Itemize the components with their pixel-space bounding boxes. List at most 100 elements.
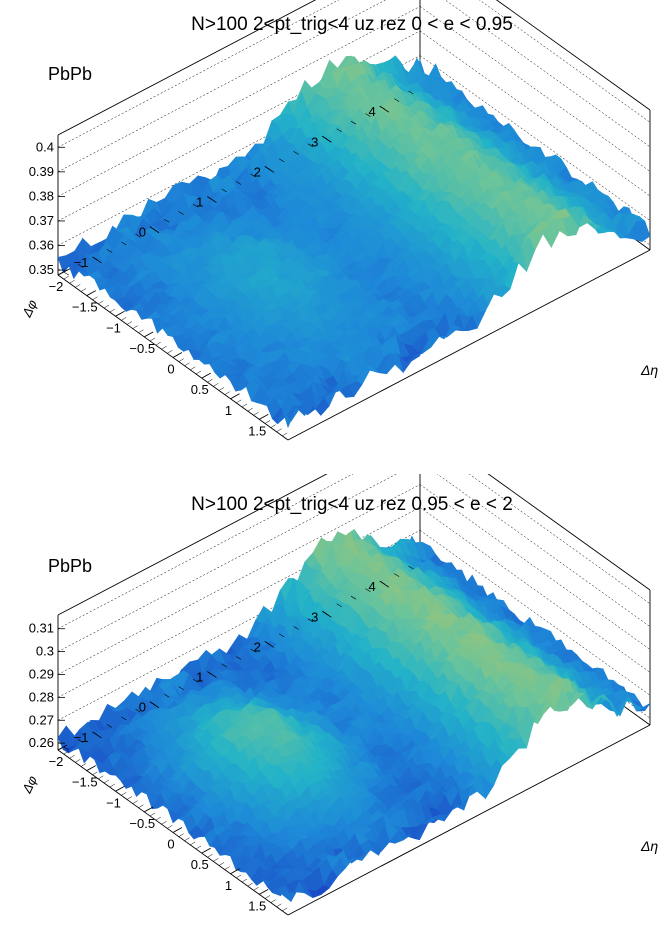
x-minor-tick <box>161 346 167 350</box>
x-minor-tick <box>264 895 271 899</box>
y-minor-tick <box>135 234 141 238</box>
y-minor-tick <box>350 120 357 125</box>
x-tick-label: −2 <box>49 279 64 294</box>
frame-edge <box>57 474 328 616</box>
z-tick-label: 0.36 <box>29 238 54 253</box>
x-minor-tick <box>201 849 207 854</box>
x-minor-tick <box>195 845 202 850</box>
x-tick-label: −2 <box>49 754 64 769</box>
y-minor-tick <box>235 181 242 185</box>
y-minor-tick <box>92 256 98 261</box>
x-minor-tick <box>276 903 282 907</box>
x-tick-label: −1 <box>106 795 121 810</box>
y-minor-tick <box>365 588 371 592</box>
x-minor-tick <box>224 391 230 395</box>
collision-label: PbPb <box>48 64 92 84</box>
grid-line <box>57 30 421 222</box>
y-minor-tick <box>336 603 342 607</box>
x-minor-tick <box>86 292 92 296</box>
x-minor-tick <box>155 341 161 346</box>
grid-line <box>419 484 651 650</box>
x-minor-tick <box>230 870 236 874</box>
x-minor-tick <box>247 882 253 887</box>
y-minor-tick <box>264 641 271 645</box>
x-minor-tick <box>92 771 98 775</box>
x-minor-tick <box>149 812 156 817</box>
x-minor-tick <box>126 321 133 325</box>
grid-line <box>479 0 651 123</box>
y-minor-tick <box>178 686 184 690</box>
grid-line <box>57 484 421 675</box>
y-tick-label: 0 <box>139 225 146 240</box>
y-minor-tick <box>336 128 342 132</box>
grid-line <box>419 6 651 172</box>
y-tick-label: −1 <box>74 255 89 270</box>
x-minor-tick <box>132 325 138 329</box>
x-minor-tick <box>115 788 121 792</box>
x-minor-tick <box>178 833 184 837</box>
y-minor-tick <box>235 656 242 660</box>
y-minor-tick <box>121 716 127 721</box>
y-minor-tick <box>207 671 213 675</box>
x-minor-tick <box>253 887 259 891</box>
y-minor-tick <box>307 618 314 623</box>
x-tick-label: −0.5 <box>129 341 155 356</box>
frame-edge <box>57 0 317 136</box>
x-minor-tick <box>103 304 110 309</box>
surface-chart-2: N>100 2<pt_trig<4 uz rez 0.95 < e < 2 Pb… <box>19 474 658 916</box>
x-tick-mark <box>57 744 68 751</box>
x-minor-tick <box>264 420 271 424</box>
y-minor-tick <box>408 565 414 570</box>
y-minor-tick <box>264 166 271 170</box>
y-minor-tick <box>221 188 227 193</box>
y-minor-tick <box>365 113 371 117</box>
x-minor-tick <box>247 407 253 412</box>
chart-title: N>100 2<pt_trig<4 uz rez 0 < e < 0.95 <box>191 14 513 35</box>
grid-line <box>419 55 651 221</box>
x-minor-tick <box>80 288 87 292</box>
y-tick-label: 3 <box>311 134 318 149</box>
z-tick-label: 0.28 <box>29 689 54 704</box>
y-minor-tick <box>393 98 400 102</box>
y-tick-label: −1 <box>74 730 89 745</box>
y-minor-tick <box>77 264 84 268</box>
frame-edge <box>487 474 651 591</box>
x-minor-tick <box>86 767 92 771</box>
y-minor-tick <box>393 573 400 577</box>
y-minor-tick <box>63 746 69 751</box>
x-minor-tick <box>109 783 115 788</box>
y-minor-tick <box>322 136 328 140</box>
grid-line <box>57 474 354 629</box>
x-minor-tick <box>63 275 69 280</box>
z-tick-label: 0.38 <box>29 188 54 203</box>
x-tick-label: −1 <box>106 320 121 335</box>
y-minor-tick <box>164 693 170 698</box>
x-minor-tick <box>144 808 150 813</box>
x-minor-tick <box>270 424 276 428</box>
x-minor-tick <box>138 804 144 808</box>
x-minor-tick <box>121 792 127 796</box>
y-minor-tick <box>192 678 199 683</box>
grid-line <box>419 30 651 197</box>
x-minor-tick <box>218 387 225 391</box>
y-tick-label: 2 <box>254 639 261 654</box>
y-minor-tick <box>279 633 285 638</box>
y-minor-tick <box>379 580 385 585</box>
x-minor-tick <box>172 829 179 833</box>
x-tick-label: 1.5 <box>248 898 266 913</box>
x-minor-tick <box>75 284 81 288</box>
x-minor-tick <box>213 858 219 862</box>
x-minor-tick <box>241 878 248 883</box>
grid-line <box>436 474 651 627</box>
grid-line <box>57 0 340 148</box>
surface-chart-1: N>100 2<pt_trig<4 uz rez 0 < e < 0.95 Pb… <box>19 0 658 441</box>
y-minor-tick <box>293 626 299 630</box>
y-minor-tick <box>322 611 328 615</box>
x-minor-tick <box>126 796 133 800</box>
x-tick-label: 1 <box>225 878 232 893</box>
x-minor-tick <box>224 866 230 870</box>
y-minor-tick <box>164 218 170 223</box>
x-tick-label: 0 <box>167 837 174 852</box>
y-minor-tick <box>250 173 256 178</box>
